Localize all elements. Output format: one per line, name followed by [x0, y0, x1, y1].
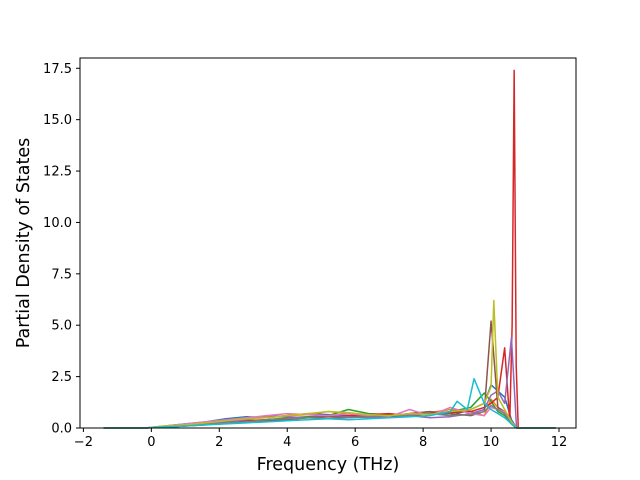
y-tick-label: 2.5	[51, 370, 72, 385]
x-tick-label: 10	[483, 435, 500, 450]
y-tick-label: 0.0	[51, 422, 72, 437]
y-tick-label: 5.0	[51, 319, 72, 334]
x-tick-label: 12	[551, 435, 568, 450]
plot-frame	[79, 57, 577, 429]
pdos-series-line-10	[103, 377, 556, 429]
x-tick-label: 6	[351, 435, 359, 450]
x-tick-label: 4	[283, 435, 291, 450]
y-tick-label: 15.0	[43, 113, 72, 128]
y-tick-label: 12.5	[43, 165, 72, 180]
x-tick-label: 2	[215, 435, 223, 450]
x-tick-label: −2	[74, 435, 93, 450]
series-layer	[103, 69, 556, 429]
pdos-series-line-8	[103, 404, 556, 429]
y-axis-ticks: 0.0 2.5 5.0 7.5 10.0 12.5 15.0 17.5	[43, 62, 80, 437]
x-tick-label: 8	[419, 435, 427, 450]
x-tick-label: 0	[147, 435, 155, 450]
x-axis-label: Frequency (THz)	[257, 455, 400, 475]
y-tick-label: 17.5	[43, 62, 72, 77]
y-tick-label: 7.5	[51, 267, 72, 282]
y-axis-label: Partial Density of States	[14, 138, 34, 349]
x-axis-ticks: −2 0 2 4 6 8 10 12	[74, 428, 567, 450]
pdos-series-line-9	[103, 299, 556, 429]
y-tick-label: 10.0	[43, 216, 72, 231]
